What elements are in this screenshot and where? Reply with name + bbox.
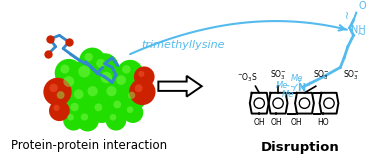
Circle shape [122,65,131,74]
FancyArrow shape [158,76,202,97]
Circle shape [122,102,143,123]
Circle shape [90,53,119,82]
Text: OH: OH [291,118,303,127]
Circle shape [81,80,113,112]
Circle shape [78,65,90,78]
Text: HO: HO [318,118,329,127]
Circle shape [116,75,126,85]
Text: SO$_3^{-}$: SO$_3^{-}$ [313,69,330,82]
Text: Protein-protein interaction: Protein-protein interaction [11,139,167,152]
Circle shape [96,59,105,68]
Circle shape [52,86,76,111]
Circle shape [49,84,58,92]
Circle shape [135,84,143,92]
Circle shape [64,76,74,87]
Circle shape [55,59,83,87]
Circle shape [74,89,84,99]
Circle shape [138,71,144,77]
Text: O: O [358,1,366,11]
Circle shape [105,110,126,131]
Text: ~: ~ [343,9,353,18]
Circle shape [117,60,143,86]
Circle shape [79,48,105,74]
Circle shape [53,105,60,111]
Text: Disruption: Disruption [260,141,339,154]
Text: OH: OH [253,118,265,127]
Circle shape [134,66,155,87]
Text: Me: Me [281,90,294,99]
Text: N$^+$: N$^+$ [297,81,313,94]
Circle shape [90,99,114,123]
Circle shape [67,114,74,121]
Circle shape [127,106,133,113]
Circle shape [113,101,121,108]
Circle shape [124,87,146,110]
Circle shape [108,96,133,120]
Circle shape [94,103,102,111]
Circle shape [93,65,129,100]
Circle shape [76,109,99,132]
Circle shape [57,69,90,103]
Text: NH: NH [351,25,366,35]
Text: OH: OH [270,118,282,127]
Circle shape [84,53,93,61]
Circle shape [70,103,79,111]
Circle shape [49,100,70,121]
Text: ~: ~ [356,30,366,40]
Circle shape [87,86,98,96]
Circle shape [129,79,155,105]
Circle shape [60,65,70,74]
Text: SO$_3^{-}$: SO$_3^{-}$ [270,69,287,82]
Text: $^{-}$O$_3$S: $^{-}$O$_3$S [237,72,259,84]
Circle shape [101,72,112,83]
Circle shape [110,69,141,99]
Circle shape [106,86,116,96]
Circle shape [71,58,108,96]
Circle shape [43,78,72,106]
Circle shape [110,114,116,121]
Text: Me: Me [276,81,288,90]
Text: SO$_3^{-}$: SO$_3^{-}$ [343,69,360,82]
Circle shape [65,98,91,124]
Text: Me: Me [291,74,303,83]
Circle shape [57,91,65,99]
Circle shape [68,83,98,113]
Circle shape [81,113,88,121]
Circle shape [63,110,84,131]
Circle shape [128,92,135,99]
Text: trimethyllysine: trimethyllysine [141,40,225,50]
Circle shape [100,80,132,112]
